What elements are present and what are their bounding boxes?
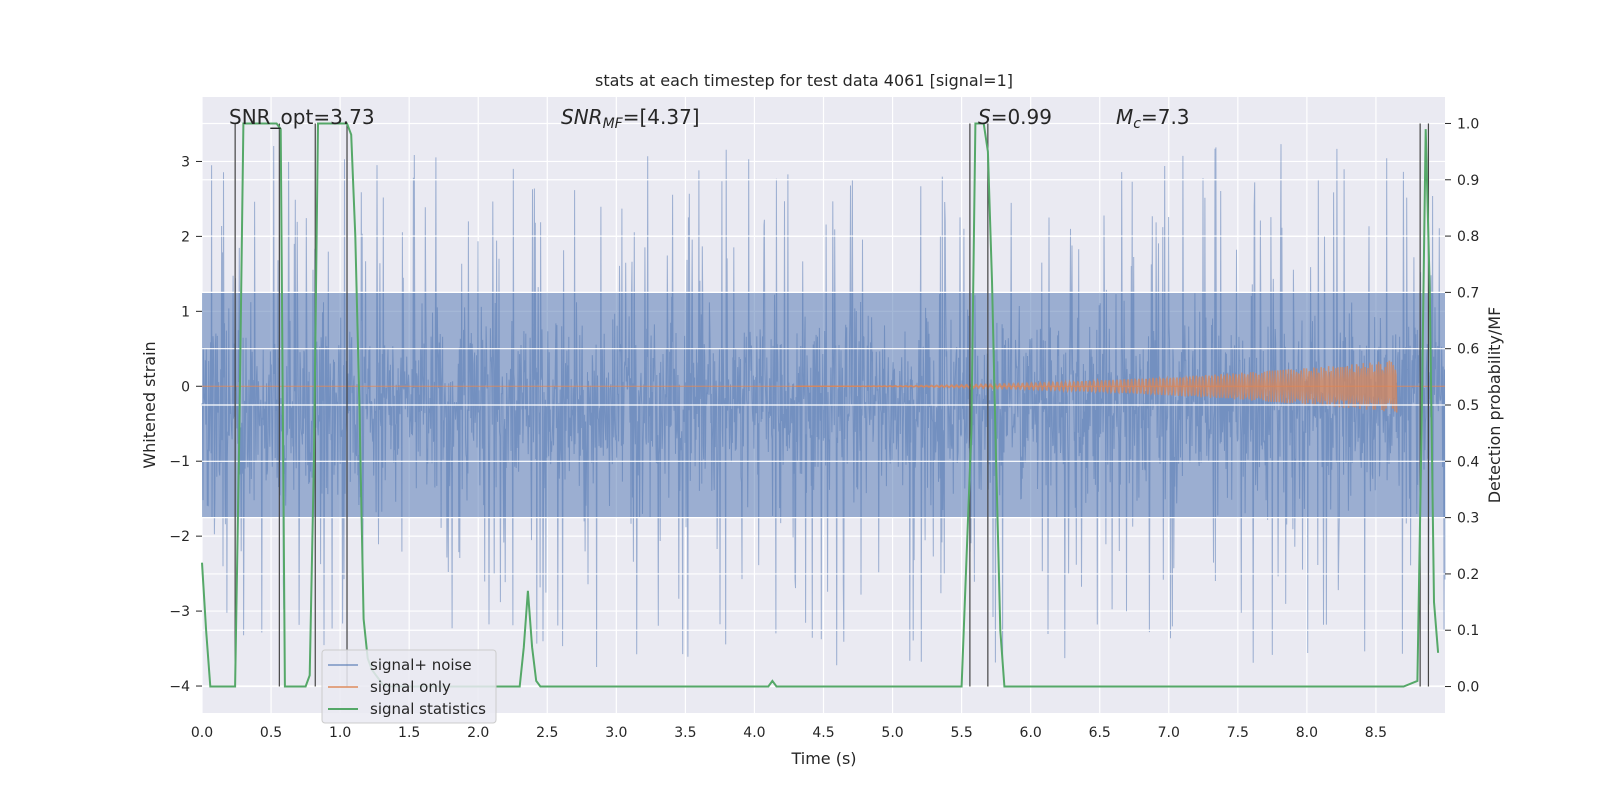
snr-mf-sub: MF xyxy=(603,116,624,132)
y2-tick-label: 0.3 xyxy=(1457,511,1479,527)
mc-annotation: Mc=7.3 xyxy=(1116,105,1190,132)
y-tick-label: −3 xyxy=(169,604,190,620)
y2-tick-label: 0.7 xyxy=(1457,285,1479,301)
y2-tick-label: 0.4 xyxy=(1457,454,1479,470)
x-tick-label: 5.0 xyxy=(881,725,903,741)
legend-label-noise: signal+ noise xyxy=(370,656,472,674)
x-tick-label: 4.5 xyxy=(812,725,834,741)
legend-box xyxy=(321,649,497,724)
legend: signal+ noise signal only signal statist… xyxy=(321,649,497,724)
mc-value: =7.3 xyxy=(1141,105,1190,129)
s-annotation: S=0.99 xyxy=(978,105,1052,129)
y2-tick-label: 0.9 xyxy=(1457,173,1479,189)
y-tick-label: −2 xyxy=(169,529,190,545)
snr-mf-annotation: SNRMF=[4.37] xyxy=(561,105,700,132)
snr-mf-value: =[4.37] xyxy=(623,105,700,129)
legend-label-signal: signal only xyxy=(370,678,451,696)
y2-tick-label: 1.0 xyxy=(1457,116,1479,132)
y-axis-label: Whitened strain xyxy=(140,341,159,468)
y-tick-label: 2 xyxy=(181,229,190,245)
y2-tick-label: 0.8 xyxy=(1457,229,1479,245)
x-tick-label: 2.0 xyxy=(467,725,489,741)
x-tick-label: 8.0 xyxy=(1296,725,1318,741)
y2-tick-label: 0.5 xyxy=(1457,398,1479,414)
x-tick-label: 7.5 xyxy=(1227,725,1249,741)
y-tick-label: −1 xyxy=(169,454,190,470)
y-tick-label: 3 xyxy=(181,154,190,170)
y2-tick-label: 0.2 xyxy=(1457,567,1479,583)
series-signal-noise xyxy=(201,144,1446,668)
x-tick-label: 1.5 xyxy=(398,725,420,741)
snr-mf-main: SNR xyxy=(561,105,603,129)
y2-tick-label: 0.0 xyxy=(1457,680,1479,696)
x-tick-label: 7.0 xyxy=(1158,725,1180,741)
y2-tick-label: 0.1 xyxy=(1457,623,1479,639)
x-tick-label: 8.5 xyxy=(1365,725,1387,741)
x-tick-label: 0.5 xyxy=(260,725,282,741)
y2-tick-label: 0.6 xyxy=(1457,342,1479,358)
chart-title: stats at each timestep for test data 406… xyxy=(595,71,1013,90)
y2-axis-label: Detection probability/MF xyxy=(1485,307,1504,504)
snr-opt-annotation: SNR_opt=3.73 xyxy=(229,105,375,129)
x-tick-label: 6.0 xyxy=(1020,725,1042,741)
s-label: S xyxy=(978,105,991,129)
x-axis-label: Time (s) xyxy=(790,749,856,768)
y-tick-label: 1 xyxy=(181,304,190,320)
legend-label-stats: signal statistics xyxy=(370,700,486,718)
x-tick-label: 0.0 xyxy=(191,725,213,741)
mc-main: M xyxy=(1116,105,1133,129)
x-tick-label: 3.0 xyxy=(605,725,627,741)
x-tick-label: 6.5 xyxy=(1089,725,1111,741)
series-signal-only xyxy=(795,360,1398,413)
mc-sub: c xyxy=(1133,116,1141,132)
x-tick-label: 4.0 xyxy=(743,725,765,741)
x-tick-label: 3.5 xyxy=(674,725,696,741)
y-tick-label: 0 xyxy=(181,379,190,395)
x-tick-label: 5.5 xyxy=(950,725,972,741)
x-tick-label: 1.0 xyxy=(329,725,351,741)
x-tick-label: 2.5 xyxy=(536,725,558,741)
y-tick-label: −4 xyxy=(169,679,190,695)
s-value: =0.99 xyxy=(991,105,1052,129)
